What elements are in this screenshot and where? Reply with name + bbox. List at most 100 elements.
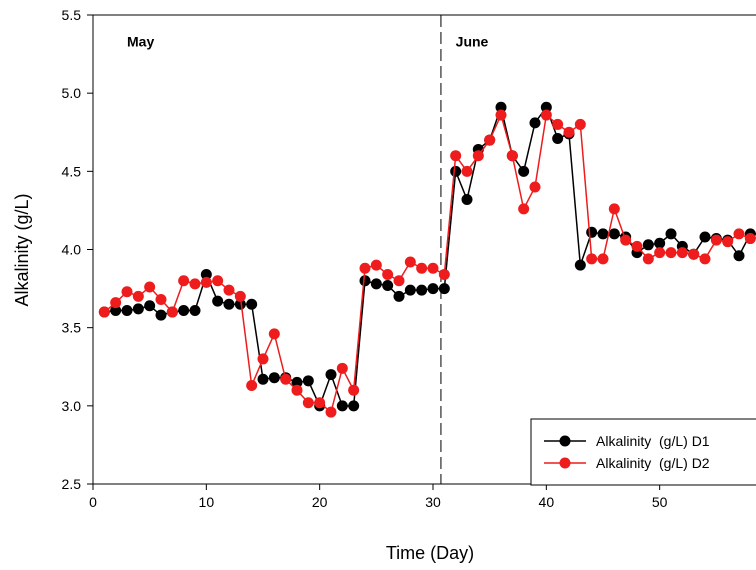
x-tick-label: 10 (199, 494, 215, 510)
series-d2-point (552, 118, 564, 130)
series-d2-point (642, 253, 654, 265)
y-tick-label: 3.5 (62, 320, 82, 336)
series-d2-point (348, 384, 360, 396)
series-d2-point (98, 306, 110, 318)
series-d1-point (291, 376, 303, 388)
series-d2-point (246, 380, 258, 392)
series-d2-point (155, 294, 167, 306)
series-d2-point (710, 234, 722, 246)
series-d2-point (359, 262, 371, 274)
series-d2-point (132, 290, 144, 302)
series-d1-point (404, 284, 416, 296)
series-d2-point (563, 126, 575, 138)
series-d1-point (608, 228, 620, 240)
x-tick-label: 30 (425, 494, 441, 510)
series-d2-point (518, 203, 530, 215)
legend-box (530, 418, 756, 486)
series-d2-point (268, 328, 280, 340)
series-d2-point (676, 247, 688, 259)
series-d1-point (665, 228, 677, 240)
series-d2-point (620, 234, 632, 246)
series-d1-point (348, 400, 360, 412)
series-d1-point (518, 165, 530, 177)
series-d2-point (484, 134, 496, 146)
y-tick-label: 2.5 (62, 476, 82, 492)
annotation-may: May (127, 33, 154, 49)
series-d1-point (495, 101, 507, 113)
series-d1-point (642, 239, 654, 251)
series-d2-point (178, 275, 190, 287)
series-d1-point (178, 304, 190, 316)
y-tick-label: 5.0 (62, 85, 82, 101)
series-d1-point (416, 284, 428, 296)
series-d1-point (574, 259, 586, 271)
series-layer (98, 101, 756, 418)
series-d2-point (688, 248, 700, 260)
series-d2-point (121, 286, 133, 298)
series-d2-point (699, 253, 711, 265)
series-d2-point (665, 247, 677, 259)
series-d2-point (110, 297, 122, 309)
series-d2-point (722, 236, 734, 248)
series-d1-point (144, 300, 156, 312)
y-tick-label: 4.0 (62, 242, 82, 258)
series-d1-point (325, 369, 337, 381)
series-d1-point (223, 298, 235, 310)
series-d2-point (654, 247, 666, 259)
y-tick-label: 5.5 (62, 7, 82, 23)
series-d1-point (121, 304, 133, 316)
series-d2-point (461, 165, 473, 177)
series-d2-point (416, 262, 428, 274)
series-d1-point (393, 290, 405, 302)
series-d1-point (246, 298, 258, 310)
series-d1-point (540, 101, 552, 113)
series-d2-point (506, 150, 518, 162)
series-d2-point (280, 373, 292, 385)
series-d2-point (189, 278, 201, 290)
series-d1-point (268, 372, 280, 384)
series-d2-point (404, 256, 416, 268)
series-d2-point (495, 109, 507, 121)
series-d2-point (302, 397, 314, 409)
series-d2-point (631, 240, 643, 252)
series-d2-point (336, 362, 348, 374)
annotation-june: June (456, 33, 489, 49)
series-d2 (98, 109, 756, 418)
series-d1-point (586, 226, 598, 238)
series-d2-point (212, 275, 224, 287)
series-d1-point (336, 400, 348, 412)
legend-label-d1: Alkalinity (g/L) D1 (596, 433, 710, 449)
series-d1-point (427, 283, 439, 295)
series-d1-point (189, 304, 201, 316)
legend-marker-d2 (559, 457, 571, 469)
series-d1-point (382, 279, 394, 291)
x-tick-label: 50 (652, 494, 668, 510)
series-d2-point (744, 233, 756, 245)
series-d1-point (461, 193, 473, 205)
series-d1-point (155, 309, 167, 321)
series-d2-point (597, 253, 609, 265)
series-d2-point (733, 228, 745, 240)
x-tick-label: 0 (89, 494, 97, 510)
series-d2-point (472, 150, 484, 162)
series-d2-point (291, 384, 303, 396)
series-d2-point (427, 262, 439, 274)
series-d2-point (144, 281, 156, 293)
series-d2-point (325, 406, 337, 418)
x-tick-label: 40 (539, 494, 555, 510)
series-d1-point (110, 304, 122, 316)
series-d2-point (574, 118, 586, 130)
series-d2-point (382, 269, 394, 281)
y-tick-label: 4.5 (62, 163, 82, 179)
series-d1-point (132, 303, 144, 315)
legend-label-d2: Alkalinity (g/L) D2 (596, 455, 710, 471)
series-d1-point (438, 283, 450, 295)
y-tick-label: 3.0 (62, 398, 82, 414)
series-d2-point (450, 150, 462, 162)
y-axis-title: Alkalinity (g/L) (12, 193, 32, 306)
series-d1-point (359, 275, 371, 287)
series-d1-point (699, 231, 711, 243)
series-d2-point (223, 284, 235, 296)
legend: Alkalinity (g/L) D1 Alkalinity (g/L) D2 (530, 418, 756, 486)
series-d1-point (654, 237, 666, 249)
